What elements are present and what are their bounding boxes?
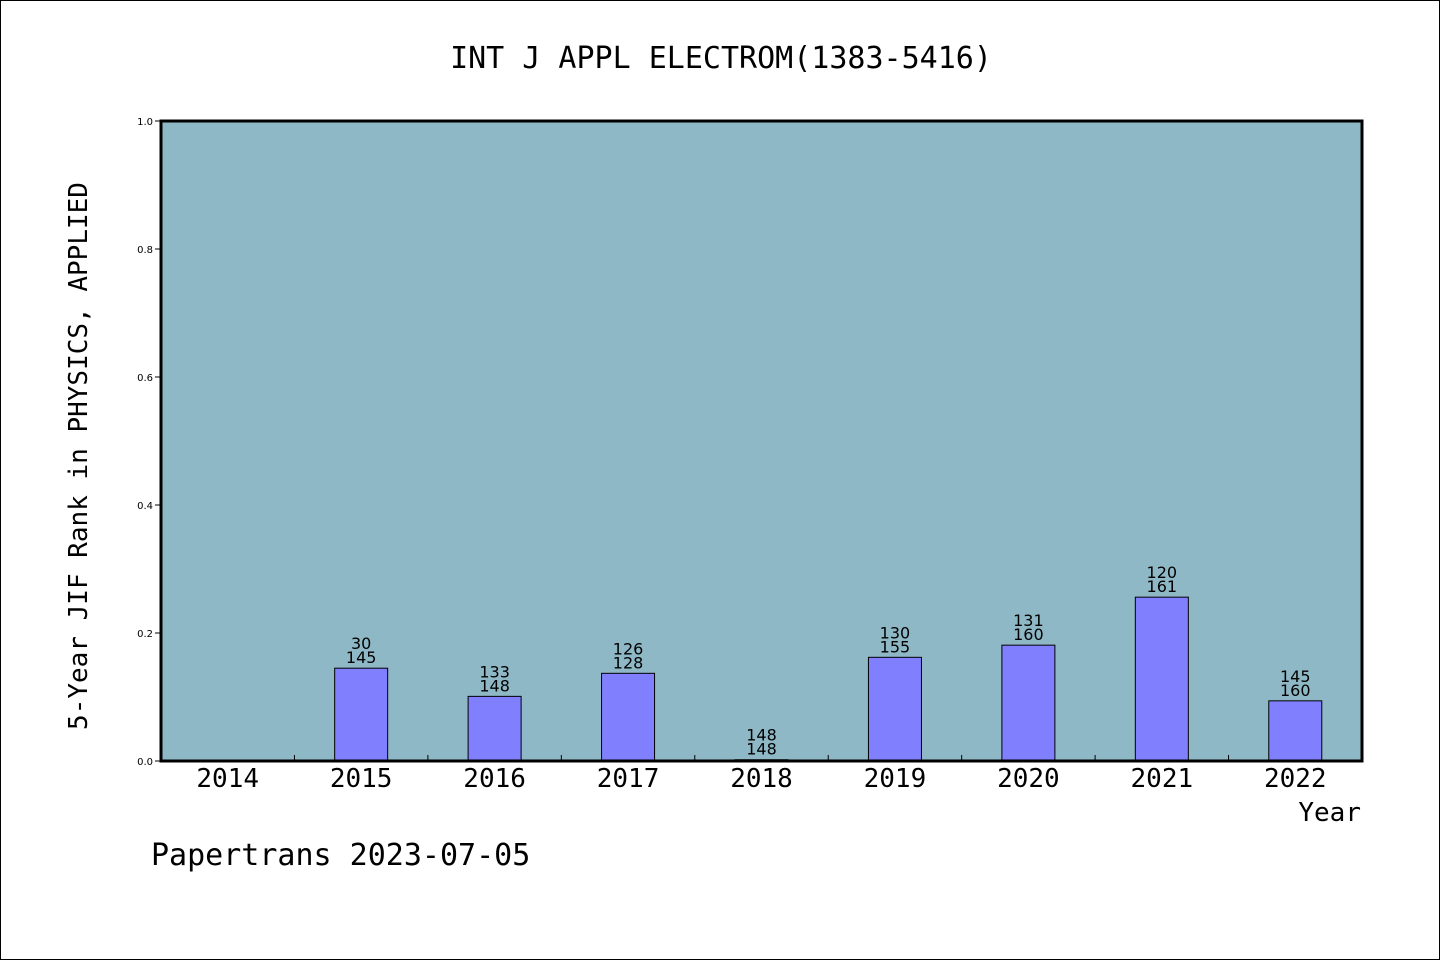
x-tick-label: 2019 bbox=[864, 764, 927, 794]
bar bbox=[867, 656, 922, 762]
bar-label-top: 133 bbox=[479, 662, 510, 681]
x-tick-label: 2015 bbox=[330, 764, 393, 794]
y-tick-label: 0.0 bbox=[137, 757, 153, 768]
bar bbox=[601, 672, 656, 762]
y-tick-label: 0.6 bbox=[137, 373, 153, 384]
bar bbox=[334, 667, 389, 762]
x-tick-label: 2018 bbox=[730, 764, 793, 794]
bar bbox=[1001, 644, 1056, 762]
y-tick-label: 0.8 bbox=[137, 245, 153, 256]
chart-title: INT J APPL ELECTROM(1383-5416) bbox=[450, 41, 992, 76]
x-tick-label: 2017 bbox=[597, 764, 660, 794]
bar-label-top: 120 bbox=[1147, 563, 1178, 582]
bar-label-top: 145 bbox=[1280, 667, 1311, 686]
x-axis-ticks: 2014 2015 2016 2017 2018 2019 2020 2021 2022 bbox=[196, 755, 1327, 794]
x-tick-label: 2016 bbox=[463, 764, 526, 794]
bar-label-top: 131 bbox=[1013, 611, 1044, 630]
bar-label-top: 30 bbox=[351, 634, 371, 653]
bar-label-bottom: 128 bbox=[613, 653, 644, 672]
bar bbox=[1134, 596, 1189, 762]
bar bbox=[1268, 700, 1323, 762]
bars-group bbox=[334, 596, 1323, 762]
x-axis-label: Year bbox=[1298, 798, 1361, 828]
bar-label-bottom: 145 bbox=[346, 648, 377, 667]
bar-labels-group: 3014513314812612814814813015513116012016… bbox=[346, 563, 1311, 759]
bar-label-top: 148 bbox=[746, 726, 777, 745]
x-tick-label: 2021 bbox=[1131, 764, 1194, 794]
x-tick-label: 2020 bbox=[997, 764, 1060, 794]
bar-label-top: 130 bbox=[880, 623, 911, 642]
bar-label-bottom: 155 bbox=[880, 637, 911, 656]
x-tick-label: 2022 bbox=[1264, 764, 1327, 794]
bar bbox=[467, 695, 522, 762]
bar-label-bottom: 148 bbox=[479, 676, 510, 695]
bar-label-top: 126 bbox=[613, 639, 644, 658]
y-tick-label: 1.0 bbox=[137, 117, 153, 128]
y-axis-ticks: 0.0 0.2 0.4 0.6 0.8 1.0 bbox=[137, 117, 161, 768]
plot-border bbox=[159, 119, 1364, 763]
bar-label-bottom: 161 bbox=[1147, 577, 1178, 596]
y-tick-label: 0.4 bbox=[137, 501, 153, 512]
x-tick-label: 2014 bbox=[196, 764, 259, 794]
bar-label-bottom: 160 bbox=[1013, 625, 1044, 644]
bar-label-bottom: 148 bbox=[746, 740, 777, 759]
footer-credit: Papertrans 2023-07-05 bbox=[151, 838, 530, 873]
bar-label-bottom: 160 bbox=[1280, 681, 1311, 700]
y-tick-label: 0.2 bbox=[137, 629, 153, 640]
y-axis-label: 5-Year JIF Rank in PHYSICS, APPLIED bbox=[64, 182, 94, 730]
